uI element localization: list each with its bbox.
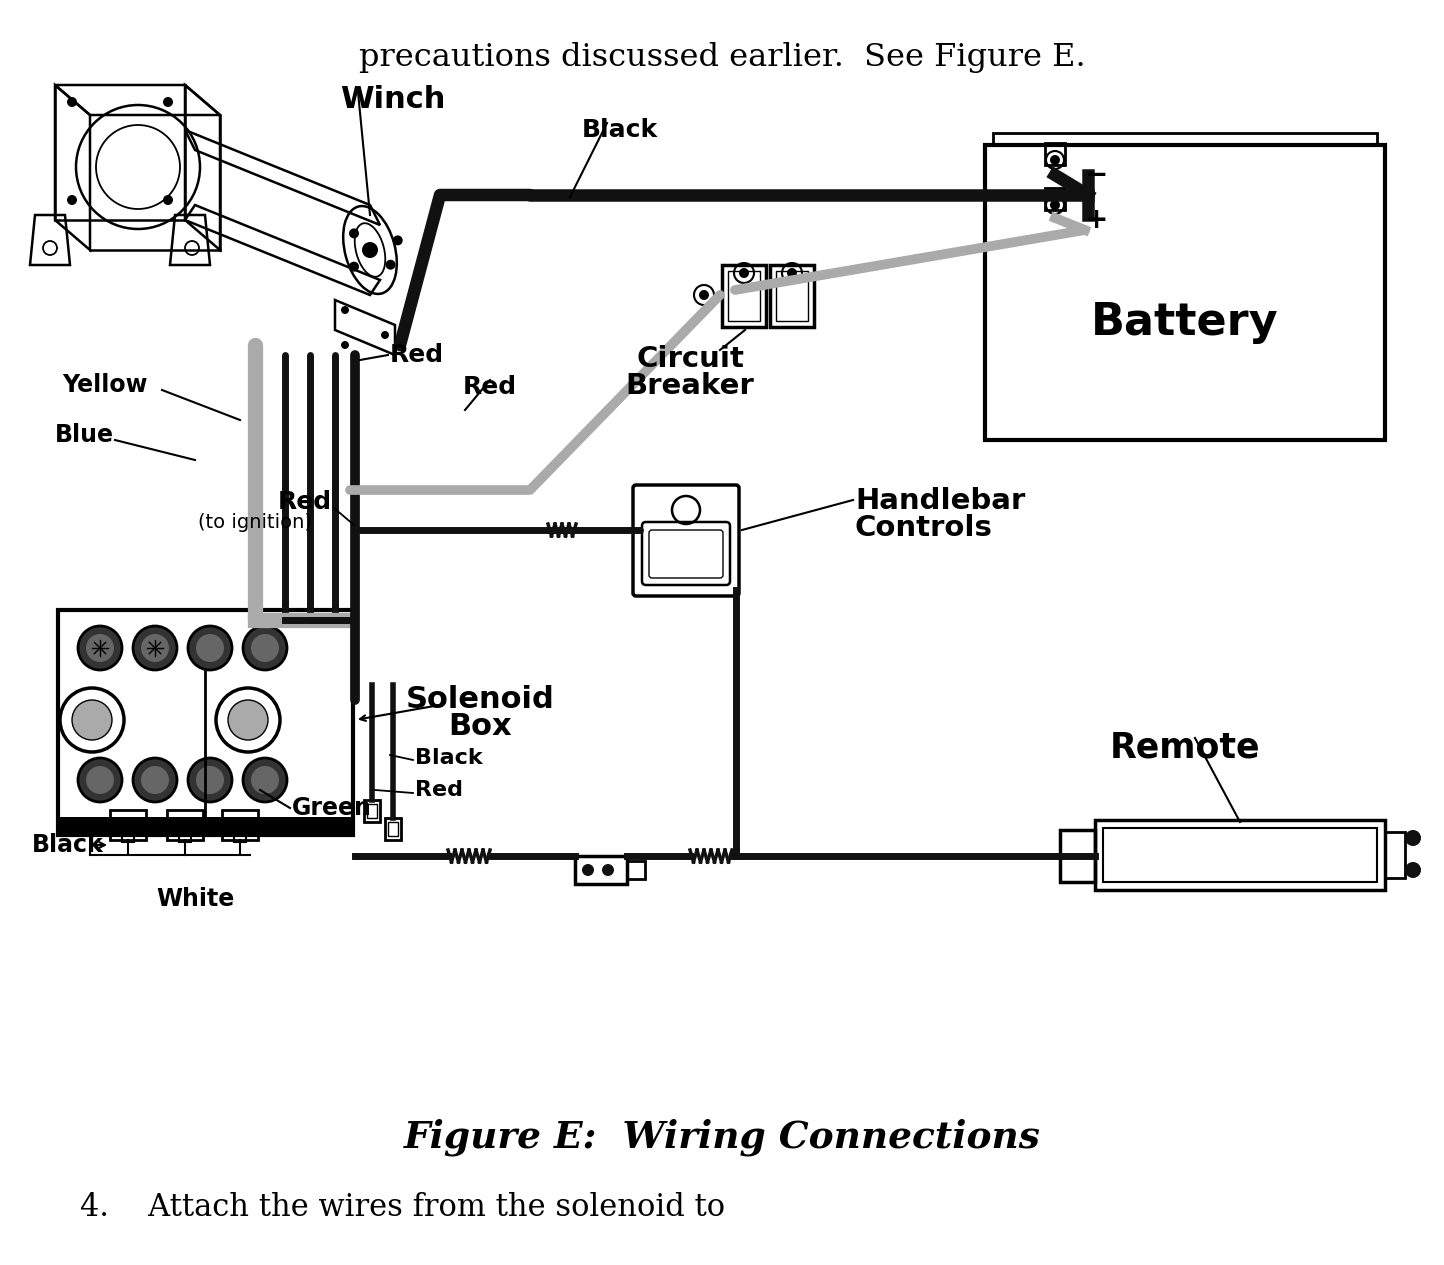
Circle shape: [66, 97, 77, 108]
Text: Figure E:  Wiring Connections: Figure E: Wiring Connections: [403, 1118, 1041, 1155]
Bar: [58, 610, 352, 835]
Circle shape: [163, 97, 173, 108]
Circle shape: [362, 242, 378, 258]
Text: Box: Box: [448, 712, 511, 741]
Text: Circuit: Circuit: [635, 345, 744, 373]
Circle shape: [349, 262, 360, 272]
Bar: [728, 271, 760, 321]
Bar: [110, 810, 146, 840]
Text: Handlebar: Handlebar: [855, 487, 1025, 515]
Circle shape: [251, 767, 279, 794]
Bar: [388, 822, 399, 836]
Text: (to ignition): (to ignition): [198, 512, 312, 531]
Circle shape: [602, 864, 614, 875]
Text: Yellow: Yellow: [62, 373, 147, 397]
Text: Green: Green: [292, 796, 373, 820]
Circle shape: [1405, 830, 1421, 846]
Circle shape: [699, 290, 709, 300]
Bar: [386, 818, 401, 840]
Circle shape: [66, 195, 77, 205]
Circle shape: [381, 331, 388, 339]
Bar: [985, 145, 1385, 440]
Circle shape: [341, 342, 349, 349]
Circle shape: [251, 634, 279, 662]
Circle shape: [163, 195, 173, 205]
Circle shape: [386, 259, 396, 269]
Text: precautions discussed earlier.  See Figure E.: precautions discussed earlier. See Figur…: [358, 42, 1086, 73]
Circle shape: [228, 700, 269, 740]
Text: −: −: [1084, 161, 1108, 188]
Bar: [1385, 832, 1405, 878]
Circle shape: [393, 235, 403, 245]
Bar: [367, 805, 377, 818]
Circle shape: [188, 626, 232, 670]
Circle shape: [243, 758, 287, 802]
Bar: [627, 861, 645, 879]
Text: 4.    Attach the wires from the solenoid to: 4. Attach the wires from the solenoid to: [79, 1192, 725, 1223]
Circle shape: [1050, 156, 1060, 164]
Circle shape: [142, 767, 169, 794]
Text: Red: Red: [390, 343, 445, 367]
Bar: [121, 824, 134, 842]
Circle shape: [582, 864, 593, 875]
Text: Black: Black: [32, 832, 104, 856]
Text: White: White: [156, 887, 234, 911]
Circle shape: [1405, 861, 1421, 878]
Circle shape: [133, 758, 178, 802]
Circle shape: [133, 626, 178, 670]
Bar: [1095, 820, 1385, 891]
Bar: [364, 799, 380, 822]
Text: Solenoid: Solenoid: [406, 686, 554, 713]
Circle shape: [87, 634, 114, 662]
Text: Red: Red: [414, 781, 464, 799]
Text: Battery: Battery: [1092, 301, 1279, 344]
Circle shape: [787, 268, 797, 278]
Bar: [1103, 829, 1378, 882]
Text: Remote: Remote: [1110, 730, 1261, 764]
Circle shape: [78, 758, 121, 802]
Circle shape: [72, 700, 113, 740]
Circle shape: [87, 767, 114, 794]
Bar: [234, 824, 245, 842]
Circle shape: [196, 634, 224, 662]
Bar: [58, 817, 352, 835]
Bar: [179, 824, 191, 842]
Text: Black: Black: [414, 748, 482, 768]
Text: Controls: Controls: [855, 514, 993, 541]
Text: Red: Red: [277, 490, 332, 514]
Bar: [770, 264, 814, 326]
Circle shape: [243, 626, 287, 670]
Circle shape: [196, 767, 224, 794]
Bar: [1045, 143, 1066, 164]
Text: Red: Red: [464, 374, 517, 398]
Circle shape: [78, 626, 121, 670]
Text: Blue: Blue: [55, 423, 114, 447]
Bar: [1045, 188, 1066, 210]
Text: Black: Black: [582, 118, 658, 142]
Circle shape: [349, 229, 360, 238]
Text: Winch: Winch: [339, 85, 445, 114]
Text: Breaker: Breaker: [625, 372, 754, 400]
Circle shape: [739, 268, 749, 278]
Bar: [993, 133, 1378, 145]
Circle shape: [1050, 200, 1060, 210]
Bar: [575, 856, 627, 884]
Bar: [775, 271, 809, 321]
Bar: [168, 810, 204, 840]
Circle shape: [142, 634, 169, 662]
Circle shape: [341, 306, 349, 314]
Text: +: +: [1084, 206, 1109, 234]
Bar: [222, 810, 258, 840]
Bar: [1060, 830, 1095, 882]
Circle shape: [188, 758, 232, 802]
Bar: [722, 264, 765, 326]
